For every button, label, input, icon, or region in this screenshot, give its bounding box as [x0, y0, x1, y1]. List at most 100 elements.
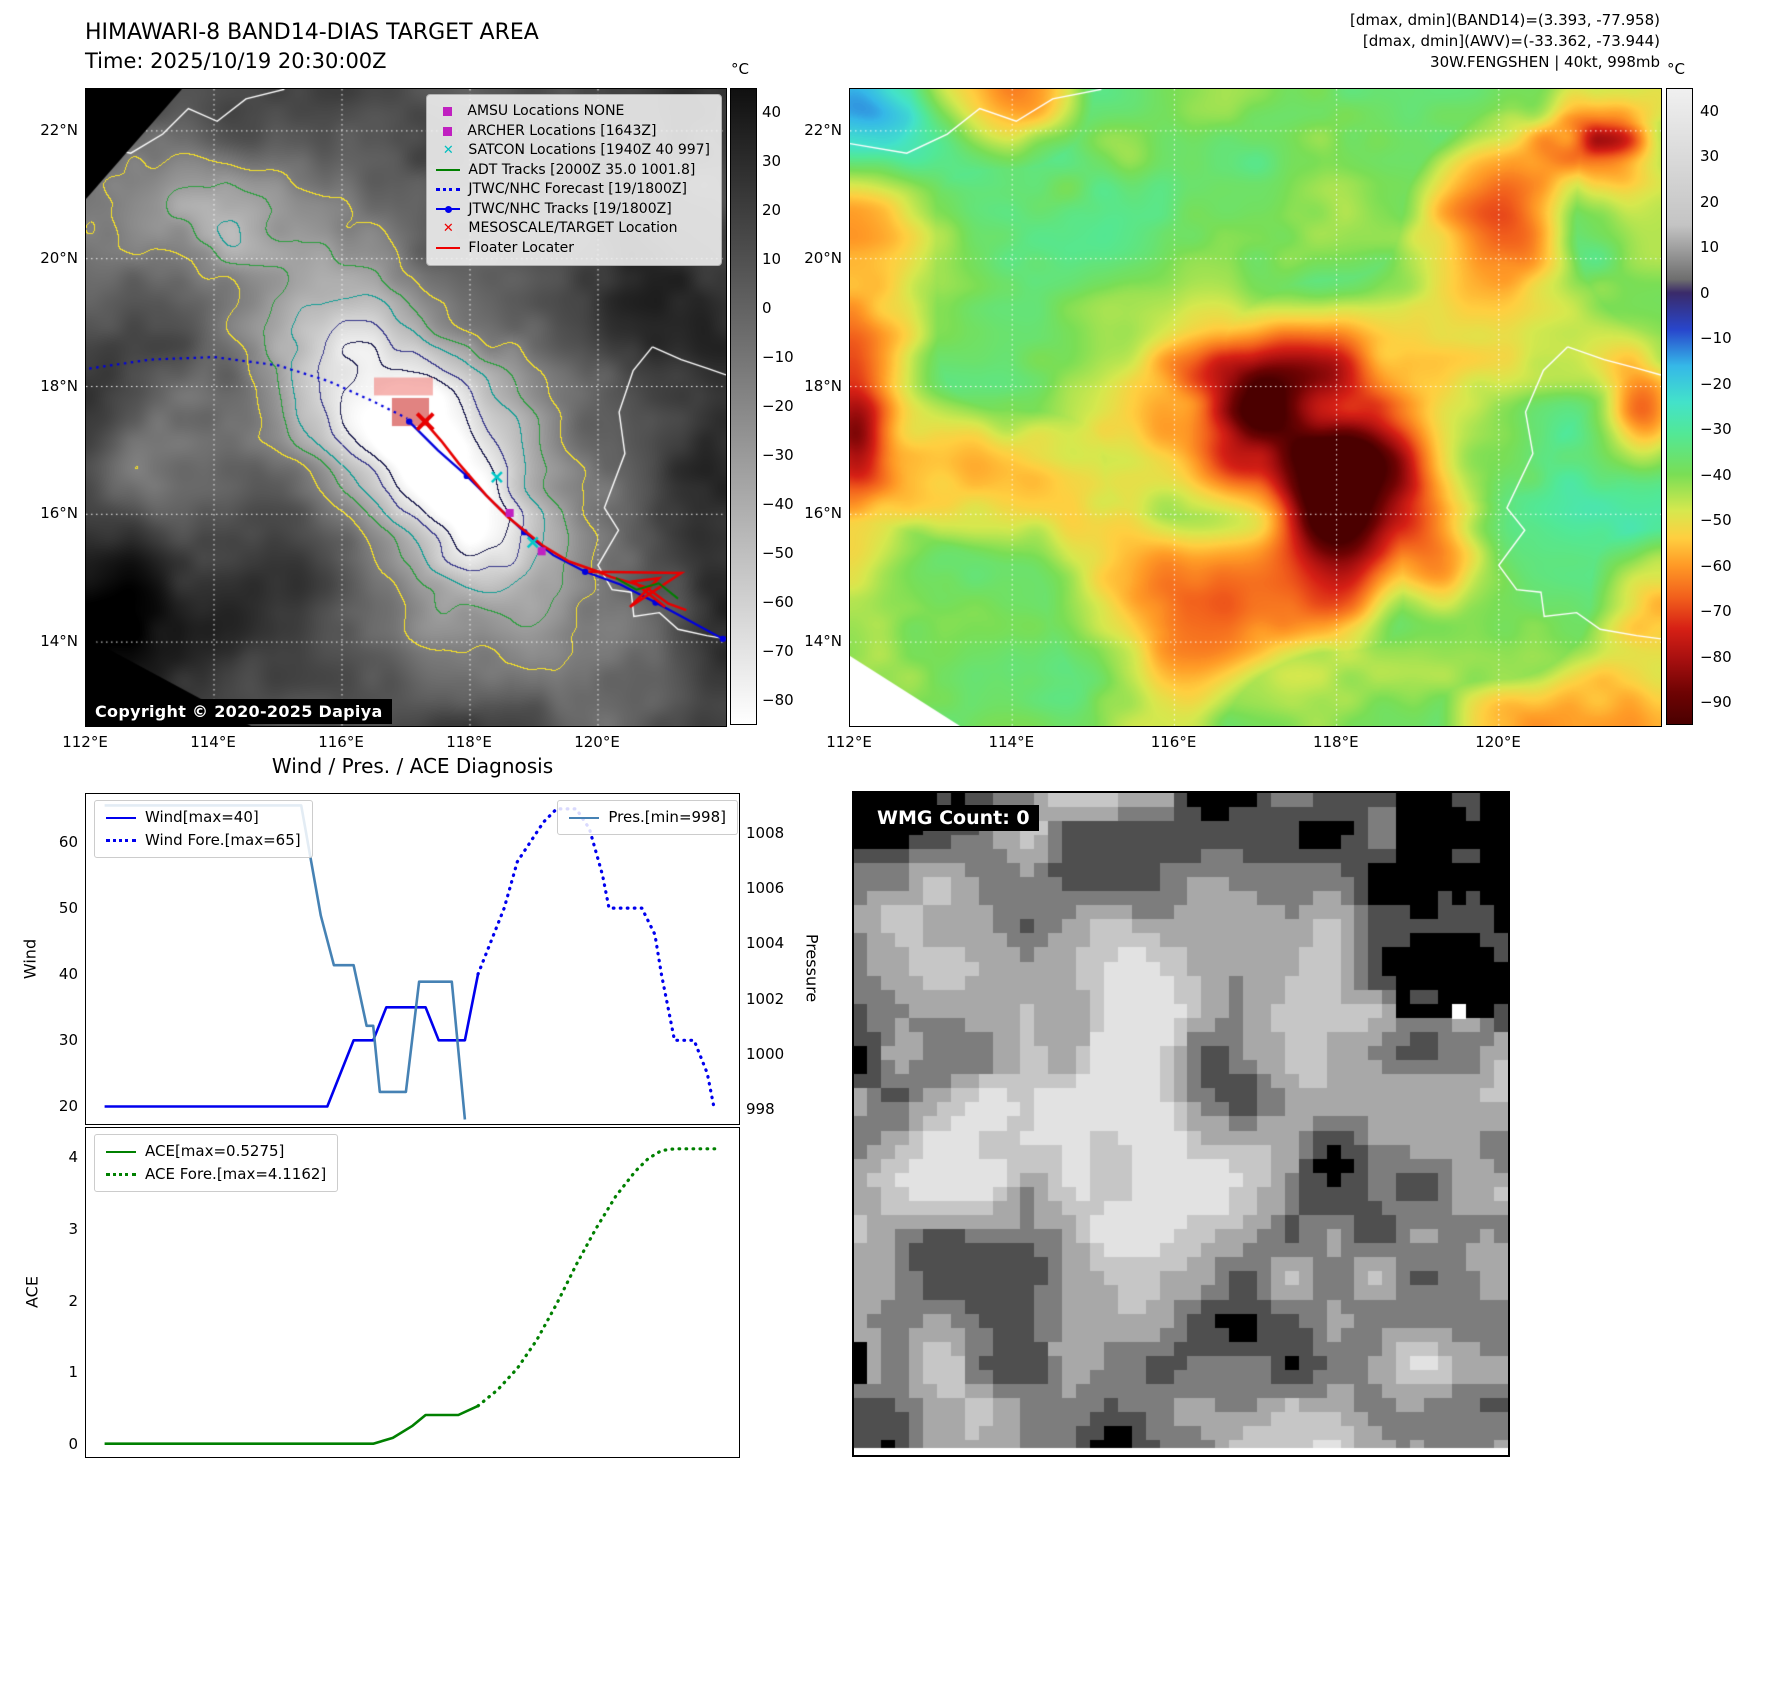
band14-y-ticks: 22°N 20°N 18°N 16°N 14°N [28, 121, 78, 650]
legend-label: SATCON Locations [1940Z 40 997] [468, 142, 710, 158]
colorbar-tick: 0 [762, 299, 772, 317]
colorbar-tick: −50 [762, 544, 794, 562]
y-tick-label: 1000 [746, 1044, 785, 1063]
ace-axis-label: ACE [22, 1276, 42, 1308]
legend-label: ARCHER Locations [1643Z] [467, 122, 657, 139]
legend-label: Wind[max=40] [145, 808, 259, 826]
x-tick-label: 118°E [446, 733, 492, 751]
band14-colorbar-ticks: 40 30 20 10 0 −10 −20 −30 −40 −50 −60 −70 −80 [762, 103, 806, 709]
legend-item: ✕ MESOSCALE/TARGET Location [436, 219, 710, 239]
y-tick-label: 20°N [804, 248, 842, 267]
legend-item: ADT Tracks [2000Z 35.0 1001.8] [436, 161, 710, 181]
y-tick-label: 1004 [746, 934, 785, 953]
colorbar-tick: 30 [762, 152, 782, 170]
y-tick-label: 50 [58, 899, 78, 917]
y-tick-label: 1008 [746, 824, 785, 842]
awv-header: [dmax, dmin](BAND14)=(3.393, -77.958) [dm… [1350, 10, 1660, 73]
header-line: [dmax, dmin](BAND14)=(3.393, -77.958) [1349, 11, 1660, 29]
band14-title: HIMAWARI-8 BAND14-DIAS TARGET AREA [85, 20, 539, 45]
y-tick-label: 20°N [40, 248, 78, 267]
y-tick-label: 40 [58, 965, 78, 983]
header-line: 30W.FENGSHEN | 40kt, 998mb [1430, 53, 1660, 71]
diagnosis-chart-title: Wind / Pres. / ACE Diagnosis [271, 754, 554, 778]
colorbar-tick: −40 [762, 495, 794, 513]
legend-item: Wind Fore.[max=65] [106, 829, 301, 852]
x-tick-label: 116°E [1150, 733, 1197, 751]
legend-label: ACE Fore.[max=4.1162] [145, 1165, 327, 1183]
wmg-canvas [854, 793, 1508, 1455]
y-tick-label: 1002 [746, 989, 785, 1008]
legend-line-icon [106, 1150, 136, 1153]
colorbar-tick: −20 [1700, 374, 1732, 393]
ace-y-ticks: 4 3 2 1 0 [50, 1148, 78, 1453]
legend-label: ACE[max=0.5275] [145, 1142, 285, 1160]
legend-label: Wind Fore.[max=65] [145, 831, 301, 849]
awv-colorbar-unit: °C [1667, 60, 1685, 78]
legend-marker-icon [443, 107, 453, 117]
legend-marker-icon [436, 205, 461, 213]
y-tick-label: 998 [746, 1100, 775, 1118]
awv-x-ticks: 112°E 114°E 116°E 118°E 120°E [826, 733, 1521, 751]
legend-item: Floater Locater [436, 239, 710, 259]
colorbar-tick: 10 [762, 250, 782, 268]
colorbar-tick: −70 [1700, 602, 1732, 621]
y-tick-label: 0 [68, 1435, 78, 1453]
map-legend: AMSU Locations NONE ARCHER Locations [16… [426, 94, 722, 266]
x-tick-label: 120°E [1475, 733, 1521, 751]
colorbar-tick: 20 [762, 201, 782, 219]
legend-label: Floater Locater [468, 239, 575, 256]
colorbar-tick: −40 [1700, 465, 1732, 484]
legend-label: Pres.[min=998] [608, 808, 726, 826]
colorbar-tick: 0 [1700, 283, 1710, 302]
x-tick-label: 116°E [318, 733, 364, 751]
colorbar-tick: −80 [762, 691, 794, 709]
y-tick-label: 14°N [804, 632, 842, 650]
legend-label: MESOSCALE/TARGET Location [468, 220, 678, 236]
colorbar-tick: 10 [1700, 238, 1720, 257]
wmg-panel: WMG Count: 0 [852, 791, 1510, 1457]
y-tick-label: 18°N [804, 376, 842, 395]
pressure-axis-label: Pressure [802, 933, 822, 1003]
colorbar-tick: 40 [1700, 102, 1720, 120]
colorbar-tick: −60 [1700, 556, 1732, 575]
colorbar-tick: −10 [762, 348, 794, 366]
legend-item: JTWC/NHC Tracks [19/1800Z] [436, 200, 710, 220]
awv-map-canvas [849, 88, 1662, 727]
x-tick-label: 112°E [826, 733, 872, 751]
y-tick-label: 1 [68, 1363, 78, 1382]
legend-item: ACE Fore.[max=4.1162] [106, 1163, 326, 1186]
legend-item: AMSU Locations NONE [436, 102, 710, 122]
legend-label: JTWC/NHC Tracks [19/1800Z] [468, 200, 672, 217]
pressure-legend: Pres.[min=998] [557, 800, 738, 835]
wmg-count-badge: WMG Count: 0 [868, 805, 1039, 831]
band14-colorbar [730, 88, 757, 725]
band14-colorbar-unit: °C [731, 60, 749, 78]
band14-x-ticks: 112°E 114°E 116°E 118°E 120°E [62, 733, 620, 751]
header-line: [dmax, dmin](AWV)=(-33.362, -73.944) [1362, 32, 1660, 50]
y-tick-label: 14°N [40, 632, 78, 650]
copyright-banner: Copyright © 2020-2025 Dapiya [86, 699, 392, 724]
y-tick-label: 2 [68, 1291, 78, 1310]
colorbar-tick: 40 [762, 103, 782, 121]
legend-marker-icon: ✕ [442, 143, 454, 159]
legend-line-icon [106, 816, 136, 819]
x-tick-label: 112°E [62, 733, 108, 751]
x-tick-label: 114°E [190, 733, 236, 751]
legend-item: Wind[max=40] [106, 806, 301, 829]
band14-map: AMSU Locations NONE ARCHER Locations [16… [85, 88, 727, 727]
y-tick-label: 30 [58, 1031, 78, 1049]
legend-marker-icon [443, 126, 453, 136]
legend-item: ACE[max=0.5275] [106, 1140, 326, 1163]
y-tick-label: 18°N [40, 376, 78, 395]
awv-colorbar [1666, 88, 1693, 725]
awv-y-ticks: 22°N 20°N 18°N 16°N 14°N [792, 121, 842, 650]
legend-marker-icon [436, 247, 461, 250]
legend-label: AMSU Locations NONE [467, 103, 625, 119]
colorbar-tick: −20 [762, 397, 794, 415]
wind-legend: Wind[max=40] Wind Fore.[max=65] [94, 800, 313, 858]
x-tick-label: 120°E [574, 733, 620, 751]
legend-label: JTWC/NHC Forecast [19/1800Z] [468, 181, 687, 197]
y-tick-label: 60 [58, 833, 78, 851]
pressure-y-ticks: 1008 1006 1004 1002 1000 998 [746, 824, 794, 1118]
